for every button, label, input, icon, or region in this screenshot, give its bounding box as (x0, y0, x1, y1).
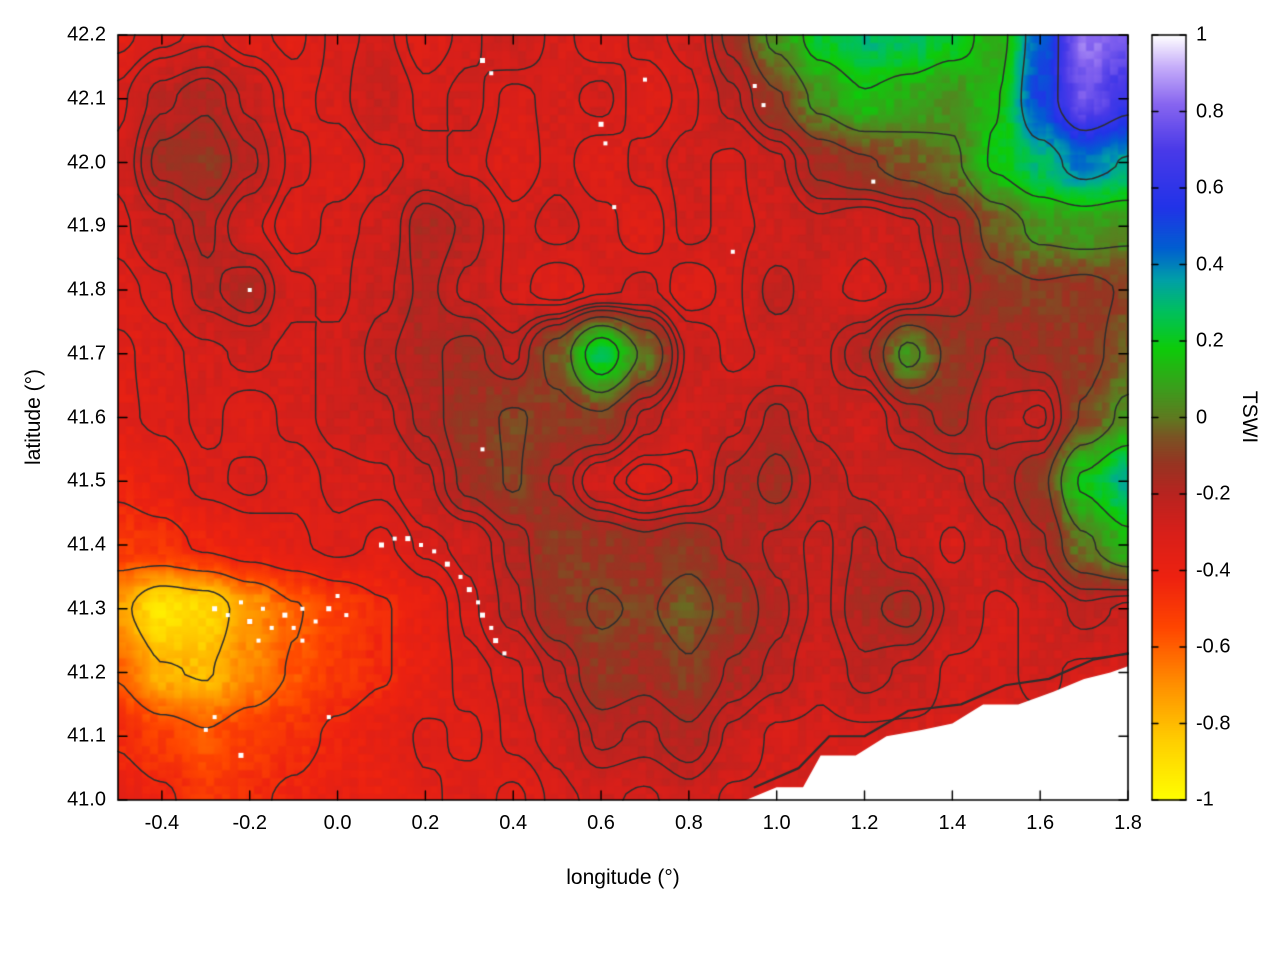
y-tick-label: 41.8 (67, 278, 106, 301)
y-axis-label: latitude (°) (22, 369, 45, 465)
colorbar-tick-label: 1 (1196, 23, 1208, 46)
x-tick-label: -0.2 (232, 812, 267, 834)
x-tick-label: 1.0 (762, 812, 791, 834)
y-tick-label: 41.0 (67, 788, 106, 811)
colorbar-tick-label: 0.2 (1196, 329, 1224, 352)
x-tick-label: -0.4 (144, 812, 180, 834)
colorbar-tick-label: 0 (1196, 406, 1208, 428)
y-tick-label: 41.3 (67, 597, 106, 620)
x-axis-label: longitude (°) (566, 866, 680, 889)
y-tick-label: 42.2 (67, 23, 106, 46)
y-tick-label: 42.1 (67, 87, 106, 110)
colorbar-tick-label: -0.6 (1196, 635, 1231, 658)
colorbar-tick-label: 0.4 (1196, 253, 1224, 275)
y-tick-label: 41.4 (67, 533, 106, 556)
x-tick-label: 1.4 (938, 812, 967, 834)
x-tick-label: 0.8 (674, 812, 703, 834)
colorbar-tick-label: 0.6 (1196, 176, 1224, 199)
colorbar-tick-label: -1 (1196, 788, 1214, 811)
y-tick-label: 41.6 (67, 406, 106, 428)
colorbar-tick-label: -0.4 (1196, 559, 1231, 581)
x-tick-label: 1.8 (1114, 812, 1142, 834)
x-tick-label: 0.4 (499, 812, 528, 834)
y-tick-label: 41.2 (67, 661, 106, 683)
colorbar-label: TSWI (1238, 390, 1261, 444)
y-tick-label: 41.9 (67, 214, 106, 237)
y-tick-label: 41.1 (67, 724, 106, 747)
colorbar-tick-label: -0.2 (1196, 482, 1231, 505)
colorbar-tick-label: 0.8 (1196, 100, 1224, 122)
y-tick-label: 42.0 (67, 151, 106, 173)
x-tick-label: 0.2 (411, 812, 440, 834)
colorbar-tick-label: -0.8 (1196, 712, 1231, 734)
x-tick-label: 1.6 (1026, 812, 1055, 834)
y-tick-label: 41.5 (67, 469, 106, 492)
y-tick-label: 41.7 (67, 342, 106, 365)
x-tick-label: 0.6 (587, 812, 615, 834)
x-tick-label: 0.0 (323, 812, 352, 834)
x-tick-label: 1.2 (850, 812, 879, 834)
